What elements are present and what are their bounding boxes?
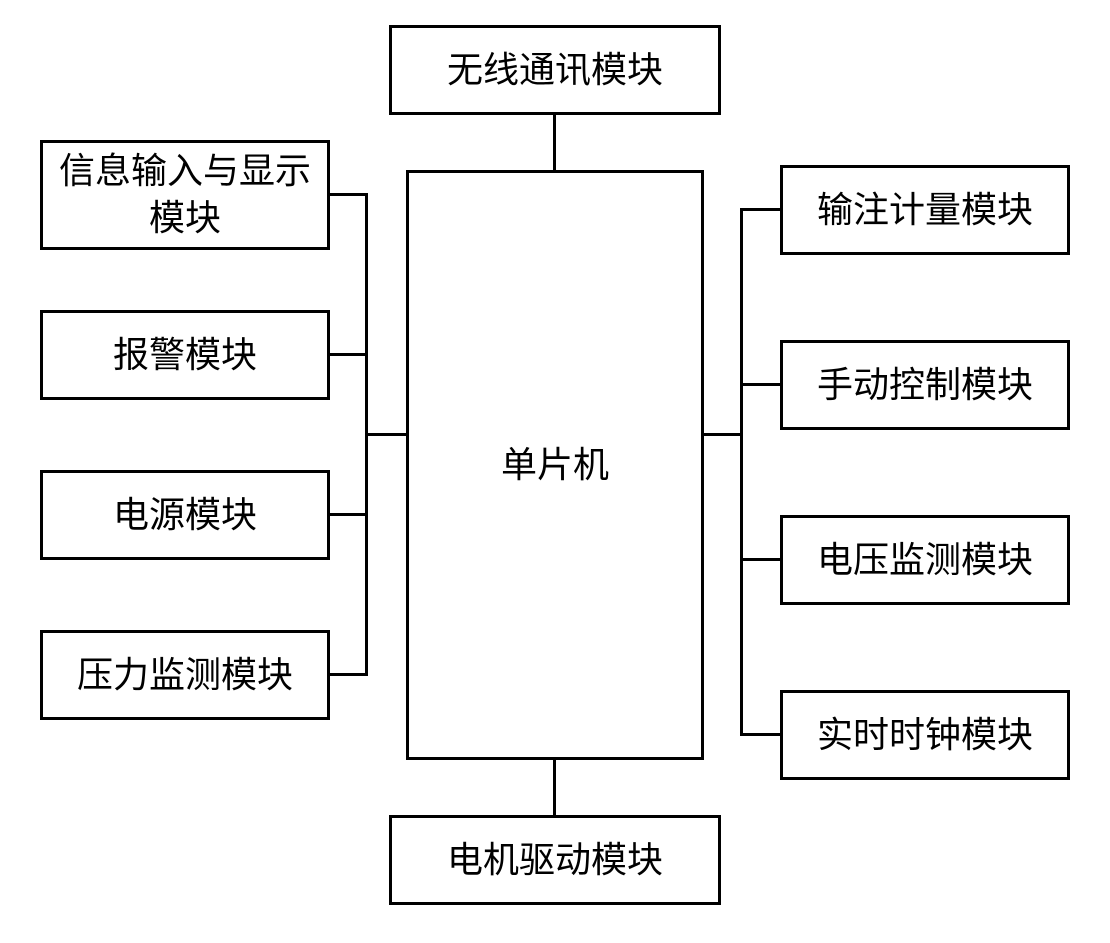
center-node: 单片机 [406, 170, 704, 760]
connector-right2-stub [740, 383, 780, 386]
connector-right1-stub [740, 208, 780, 211]
connector-left3-stub [330, 513, 368, 516]
connector-left4-stub [330, 673, 368, 676]
right-node-2: 手动控制模块 [780, 340, 1070, 430]
connector-right3-stub [740, 558, 780, 561]
connector-bottom [553, 760, 556, 815]
connector-left-bus-center [365, 433, 406, 436]
connector-right-bus-center [704, 433, 743, 436]
right-node-4: 实时时钟模块 [780, 690, 1070, 780]
left-node-2: 报警模块 [40, 310, 330, 400]
left-node-1: 信息输入与显示模块 [40, 140, 330, 250]
connector-left1-stub [330, 193, 368, 196]
connector-top [553, 115, 556, 170]
left-node-4: 压力监测模块 [40, 630, 330, 720]
top-node: 无线通讯模块 [389, 25, 721, 115]
bottom-node: 电机驱动模块 [389, 815, 721, 905]
connector-right4-stub [740, 733, 780, 736]
connector-left2-stub [330, 353, 368, 356]
connector-right-bus [740, 210, 743, 735]
right-node-3: 电压监测模块 [780, 515, 1070, 605]
left-node-3: 电源模块 [40, 470, 330, 560]
right-node-1: 输注计量模块 [780, 165, 1070, 255]
